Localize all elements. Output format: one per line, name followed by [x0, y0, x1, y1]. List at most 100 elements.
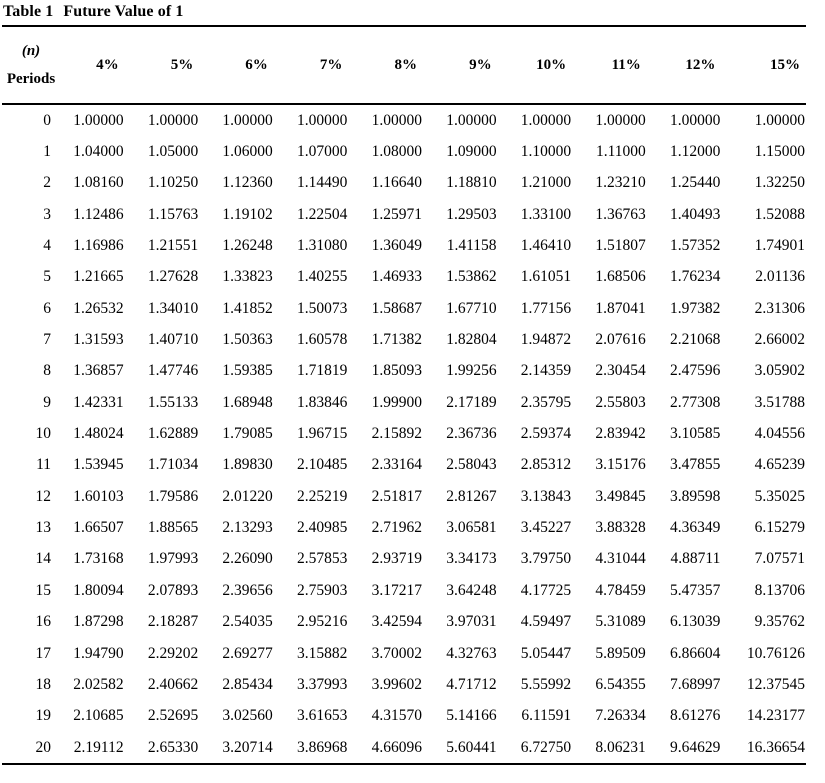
value-cell: 2.93719	[371, 550, 422, 568]
column-header-15pct: 15%	[731, 27, 806, 105]
value-cell: 6.11591	[521, 707, 572, 725]
value-cell: 4.17725	[520, 581, 572, 599]
value-cell: 1.99256	[446, 362, 497, 380]
value-cell: 6.13039	[669, 613, 721, 631]
value-cell: 10.76126	[746, 644, 805, 662]
value-cell: 1.36049	[371, 237, 422, 255]
value-cell: 1.26248	[222, 237, 273, 255]
value-cell: 2.40985	[297, 519, 348, 537]
value-cell: 1.00000	[754, 111, 805, 129]
value-cell: 1.57352	[669, 237, 721, 255]
column-header-11pct: 11%	[582, 27, 657, 105]
value-cell: 1.41158	[446, 237, 497, 255]
value-cell: 1.73168	[73, 550, 124, 568]
value-cell: 2.30454	[595, 362, 646, 380]
value-cell: 5.55992	[520, 675, 572, 693]
value-cell: 6.72750	[520, 738, 572, 756]
period-cell: 18	[35, 675, 52, 693]
period-cell: 2	[43, 174, 51, 192]
value-cell: 1.04000	[73, 143, 124, 161]
value-cell: 4.04556	[754, 425, 805, 443]
value-cell: 2.29202	[147, 644, 199, 662]
value-cell: 2.40662	[147, 675, 199, 693]
period-cell: 17	[35, 644, 52, 662]
value-cell: 12.37545	[746, 675, 805, 693]
value-cell: 2.65330	[147, 738, 199, 756]
table-row: 4 1.16986 1.21551 1.26248 1.31080 1.36049 1.41…	[2, 230, 806, 261]
value-cell: 3.88328	[595, 519, 646, 537]
value-cell: 1.76234	[669, 268, 721, 286]
value-cell: 1.27628	[147, 268, 199, 286]
value-cell: 4.36349	[669, 519, 721, 537]
value-cell: 1.23210	[595, 174, 646, 192]
value-cell: 7.26334	[595, 707, 646, 725]
value-cell: 2.33164	[371, 456, 422, 474]
value-cell: 2.59374	[520, 425, 572, 443]
period-cell: 7	[43, 331, 51, 349]
value-cell: 1.29503	[446, 205, 497, 223]
periods-n-label: (n)	[21, 42, 41, 59]
value-cell: 1.34010	[147, 299, 199, 317]
value-cell: 7.07571	[754, 550, 805, 568]
value-cell: 1.87041	[595, 299, 646, 317]
value-cell: 3.79750	[520, 550, 572, 568]
value-cell: 1.00000	[147, 111, 199, 129]
value-cell: 1.00000	[520, 111, 572, 129]
value-cell: 1.31080	[297, 237, 348, 255]
value-cell: 2.81267	[446, 487, 497, 505]
value-cell: 1.10000	[520, 143, 572, 161]
table-row: 1 1.04000 1.05000 1.06000 1.07000 1.08000 1.09…	[2, 136, 806, 167]
value-cell: 2.31306	[754, 299, 805, 317]
value-cell: 3.89598	[669, 487, 721, 505]
value-cell: 4.78459	[595, 581, 646, 599]
value-cell: 3.47855	[669, 456, 721, 474]
value-cell: 2.19112	[73, 738, 124, 756]
value-cell: 2.10685	[73, 707, 124, 725]
value-cell: 5.35025	[754, 487, 805, 505]
table-title: Table 1 Future Value of 1	[2, 0, 806, 27]
value-cell: 1.12000	[669, 143, 721, 161]
value-cell: 2.13293	[222, 519, 273, 537]
value-cell: 1.08000	[371, 143, 422, 161]
value-cell: 6.15279	[754, 519, 805, 537]
value-cell: 1.71034	[147, 456, 199, 474]
value-cell: 1.97382	[669, 299, 721, 317]
period-cell: 14	[35, 550, 52, 568]
period-cell: 13	[35, 519, 52, 537]
value-cell: 3.13843	[520, 487, 572, 505]
value-cell: 1.66507	[73, 519, 124, 537]
value-cell: 1.42331	[73, 393, 124, 411]
value-cell: 5.47357	[669, 581, 721, 599]
period-cell: 19	[35, 707, 52, 725]
value-cell: 2.52695	[147, 707, 199, 725]
value-cell: 1.94872	[520, 331, 572, 349]
value-cell: 1.00000	[371, 111, 422, 129]
value-cell: 14.23177	[746, 707, 805, 725]
table-row: 18 2.02582 2.40662 2.85434 3.37993 3.99602 4.7…	[2, 669, 806, 700]
period-cell: 16	[35, 613, 52, 631]
period-cell: 4	[43, 237, 51, 255]
value-cell: 1.00000	[446, 111, 497, 129]
value-cell: 1.16640	[371, 174, 422, 192]
value-cell: 2.35795	[520, 393, 572, 411]
value-cell: 1.82804	[446, 331, 497, 349]
period-cell: 11	[36, 456, 51, 474]
value-cell: 1.14490	[297, 174, 348, 192]
value-cell: 1.79085	[222, 425, 273, 443]
value-cell: 1.51807	[595, 237, 646, 255]
value-cell: 3.06581	[446, 519, 497, 537]
value-cell: 4.32763	[446, 644, 497, 662]
value-cell: 2.01220	[222, 487, 273, 505]
value-cell: 2.54035	[222, 613, 273, 631]
value-cell: 1.41852	[222, 299, 273, 317]
value-cell: 1.25971	[371, 205, 422, 223]
table-row: 5 1.21665 1.27628 1.33823 1.40255 1.46933 1.53…	[2, 262, 806, 293]
value-cell: 1.68506	[595, 268, 646, 286]
period-cell: 8	[43, 362, 51, 380]
value-cell: 3.86968	[297, 738, 348, 756]
future-value-table: (n) Periods 4% 5% 6% 7% 8% 9% 10% 11% 12% 15% 0 1.…	[2, 27, 806, 765]
value-cell: 3.42594	[371, 613, 422, 631]
table-body: 0 1.00000 1.00000 1.00000 1.00000 1.00000 1.00…	[2, 104, 806, 765]
value-cell: 1.16986	[73, 237, 124, 255]
